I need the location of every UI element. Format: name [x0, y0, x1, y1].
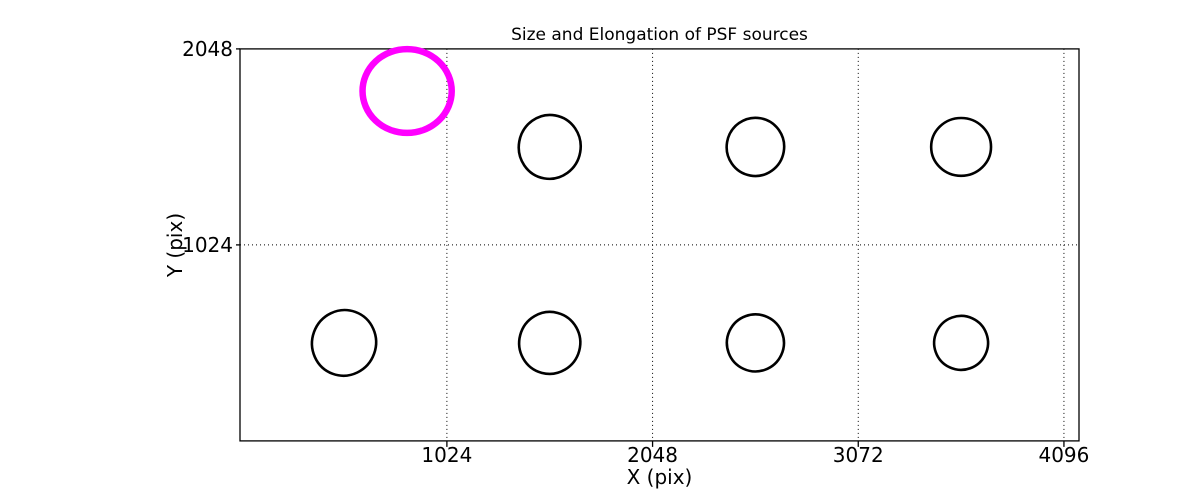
- y-tick-label: 1024: [182, 232, 233, 257]
- x-axis-label: X (pix): [626, 465, 693, 489]
- psf-ellipse: [725, 116, 786, 178]
- psf-ellipse: [725, 313, 786, 373]
- y-tick-label: 2048: [182, 36, 233, 61]
- psf-ellipse: [517, 113, 582, 181]
- psf-ellipse: [310, 308, 378, 378]
- x-tick-label: 2048: [627, 443, 679, 467]
- highlighted-psf-ellipse: [359, 45, 455, 137]
- psf-ellipse: [932, 314, 990, 372]
- psf-ellipse: [929, 116, 993, 178]
- psf-ellipse: [517, 310, 582, 376]
- chart-title: Size and Elongation of PSF sources: [511, 25, 808, 45]
- x-tick-label: 1024: [421, 443, 473, 467]
- x-tick-label: 4096: [1038, 443, 1090, 467]
- x-tick-label: 3072: [832, 443, 884, 467]
